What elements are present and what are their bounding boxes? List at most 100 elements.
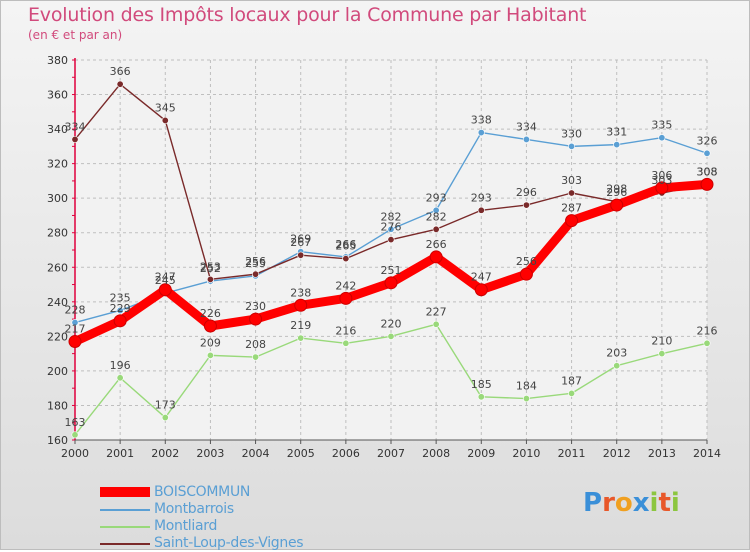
- data-label-saint-loup-des-vignes-2000: 334: [65, 120, 86, 133]
- point-montliard-2014: [703, 339, 711, 347]
- data-label-montliard-2008: 227: [426, 305, 447, 318]
- point-montbarrois-2008: [432, 206, 440, 214]
- point-montliard-2000: [71, 431, 79, 439]
- data-label-boiscommun-2007: 251: [381, 264, 402, 277]
- point-boiscommun-2002: [158, 283, 172, 297]
- x-tick-label-2011: 2011: [558, 447, 586, 460]
- data-label-saint-loup-des-vignes-2007: 276: [381, 221, 402, 234]
- x-tick-label-2008: 2008: [422, 447, 450, 460]
- point-montliard-2008: [432, 320, 440, 328]
- chart-title: Evolution des Impôts locaux pour la Comm…: [28, 4, 587, 26]
- legend-swatch-saint-loup: [100, 543, 150, 545]
- data-label-montbarrois-2000: 228: [65, 304, 86, 317]
- y-tick-label-300: 300: [47, 192, 68, 205]
- data-label-saint-loup-des-vignes-2011: 303: [561, 174, 582, 187]
- data-label-saint-loup-des-vignes-2002: 345: [155, 101, 176, 114]
- legend-label-montbarrois: Montbarrois: [154, 501, 234, 517]
- data-label-montbarrois-2009: 338: [471, 114, 492, 127]
- point-boiscommun-2000: [68, 335, 82, 349]
- data-label-montbarrois-2007: 282: [381, 210, 402, 223]
- point-saint-loup-des-vignes-2010: [522, 201, 530, 209]
- point-montliard-2012: [613, 362, 621, 370]
- x-tick-label-2007: 2007: [377, 447, 405, 460]
- data-label-saint-loup-des-vignes-2008: 282: [426, 210, 447, 223]
- x-tick-label-2014: 2014: [693, 447, 721, 460]
- data-label-montliard-2001: 196: [110, 359, 131, 372]
- y-tick-label-340: 340: [47, 123, 68, 136]
- data-label-boiscommun-2001: 229: [110, 302, 131, 315]
- data-label-montliard-2011: 187: [561, 374, 582, 387]
- y-tick-label-160: 160: [47, 434, 68, 447]
- data-label-montbarrois-2013: 335: [651, 119, 672, 132]
- legend-swatch-boiscommun: [100, 487, 150, 497]
- point-montbarrois-2009: [477, 129, 485, 137]
- x-tick-label-2005: 2005: [287, 447, 315, 460]
- point-boiscommun-2003: [203, 319, 217, 333]
- point-saint-loup-des-vignes-2009: [477, 206, 485, 214]
- data-label-montliard-2007: 220: [381, 317, 402, 330]
- y-tick-label-360: 360: [47, 89, 68, 102]
- point-montliard-2006: [342, 339, 350, 347]
- y-tick-label-260: 260: [47, 261, 68, 274]
- x-tick-label-2002: 2002: [151, 447, 179, 460]
- x-tick-label-2003: 2003: [196, 447, 224, 460]
- point-montliard-2007: [387, 332, 395, 340]
- point-saint-loup-des-vignes-2007: [387, 236, 395, 244]
- point-montbarrois-2012: [613, 141, 621, 149]
- data-label-boiscommun-2010: 256: [516, 255, 537, 268]
- legend-label-boiscommun: BOISCOMMUN: [154, 484, 251, 500]
- point-montbarrois-2007: [387, 225, 395, 233]
- legend-swatch-montbarrois: [100, 509, 150, 511]
- point-boiscommun-2004: [249, 312, 263, 326]
- point-boiscommun-2007: [384, 276, 398, 290]
- y-tick-label-280: 280: [47, 227, 68, 240]
- y-tick-label-320: 320: [47, 158, 68, 171]
- data-label-montliard-2000: 163: [65, 416, 86, 429]
- data-label-boiscommun-2014: 308: [697, 165, 718, 178]
- data-label-montbarrois-2014: 326: [697, 134, 718, 147]
- data-label-saint-loup-des-vignes-2001: 366: [110, 65, 131, 78]
- data-label-boiscommun-2008: 266: [426, 238, 447, 251]
- x-tick-label-2013: 2013: [648, 447, 676, 460]
- point-saint-loup-des-vignes-2006: [342, 255, 350, 263]
- data-label-montbarrois-2011: 330: [561, 127, 582, 140]
- x-tick-label-2004: 2004: [242, 447, 270, 460]
- point-saint-loup-des-vignes-2004: [252, 270, 260, 278]
- data-label-montbarrois-2001: 235: [110, 291, 131, 304]
- data-label-montliard-2004: 208: [245, 338, 266, 351]
- point-montliard-2003: [206, 351, 214, 359]
- data-label-saint-loup-des-vignes-2014: 308: [697, 165, 718, 178]
- data-label-saint-loup-des-vignes-2004: 256: [245, 255, 266, 268]
- point-montbarrois-2013: [658, 134, 666, 142]
- data-label-montbarrois-2008: 293: [426, 191, 447, 204]
- point-boiscommun-2008: [429, 250, 443, 264]
- point-boiscommun-2014: [700, 177, 714, 191]
- point-montliard-2013: [658, 350, 666, 358]
- data-label-montliard-2014: 216: [697, 324, 718, 337]
- data-label-boiscommun-2002: 247: [155, 271, 176, 284]
- point-saint-loup-des-vignes-2003: [206, 275, 214, 283]
- point-montbarrois-2010: [522, 135, 530, 143]
- x-tick-label-2009: 2009: [467, 447, 495, 460]
- data-label-boiscommun-2012: 296: [606, 186, 627, 199]
- point-saint-loup-des-vignes-2011: [568, 189, 576, 197]
- point-boiscommun-2013: [655, 181, 669, 195]
- data-label-saint-loup-des-vignes-2010: 296: [516, 186, 537, 199]
- data-label-montbarrois-2010: 334: [516, 120, 537, 133]
- point-saint-loup-des-vignes-2001: [116, 80, 124, 88]
- data-label-montbarrois-2005: 269: [290, 233, 311, 246]
- data-label-montbarrois-2006: 266: [335, 238, 356, 251]
- chart-subtitle: (en € et par an): [28, 28, 123, 42]
- data-label-montbarrois-2003: 252: [200, 262, 221, 275]
- x-tick-label-2001: 2001: [106, 447, 134, 460]
- point-boiscommun-2012: [610, 198, 624, 212]
- point-montliard-2001: [116, 374, 124, 382]
- point-saint-loup-des-vignes-2000: [71, 135, 79, 143]
- data-label-saint-loup-des-vignes-2009: 293: [471, 191, 492, 204]
- data-label-saint-loup-des-vignes-2006: 265: [335, 240, 356, 253]
- point-montliard-2002: [161, 414, 169, 422]
- point-montbarrois-2011: [568, 142, 576, 150]
- data-label-montliard-2009: 185: [471, 378, 492, 391]
- data-label-boiscommun-2003: 226: [200, 307, 221, 320]
- data-label-saint-loup-des-vignes-2012: 298: [606, 183, 627, 196]
